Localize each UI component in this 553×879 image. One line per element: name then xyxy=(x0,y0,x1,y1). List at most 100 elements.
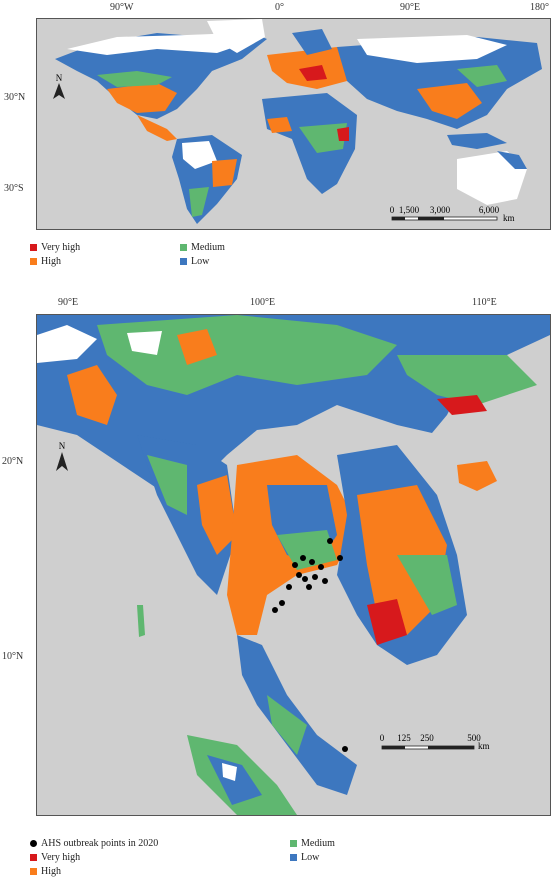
high-label: High xyxy=(41,256,61,267)
asia-medium xyxy=(457,65,507,87)
outbreak-point xyxy=(292,562,298,568)
world-legend-low: Low xyxy=(180,256,209,267)
medium-label: Medium xyxy=(301,838,335,849)
outbreak-point xyxy=(318,564,324,570)
africa-veryhigh xyxy=(337,127,349,141)
low-label: Low xyxy=(301,852,320,863)
world-scale-0: 0 xyxy=(390,205,395,215)
africa-high xyxy=(267,117,292,133)
se-asia-islands xyxy=(447,133,507,149)
usa-high xyxy=(107,83,177,113)
myanmar-high xyxy=(197,475,237,555)
world-scale-3000: 3,000 xyxy=(430,205,451,215)
north-high-patch xyxy=(177,329,217,365)
world-scale-6000: 6,000 xyxy=(479,205,500,215)
world-north-label: N xyxy=(56,73,63,83)
world-legend-high: High xyxy=(30,256,61,267)
world-legend-very-high: Very high xyxy=(30,242,80,253)
world-map-canvas: N 0 1,500 3,000 6,000 km xyxy=(53,19,542,224)
high-label: High xyxy=(41,866,61,877)
hainan xyxy=(457,461,497,491)
world-risk-map: N 0 1,500 3,000 6,000 km xyxy=(36,18,551,230)
europe-veryhigh xyxy=(299,65,327,81)
vietnam-north-veryhigh xyxy=(437,395,487,415)
lon-tick-90e: 90°E xyxy=(400,2,421,13)
lon-tick-180: 180° xyxy=(530,2,549,13)
region-scale-0: 0 xyxy=(380,733,385,743)
region-lon-tick-90e: 90°E xyxy=(58,297,79,308)
myanmar-medium xyxy=(147,455,187,515)
world-scale-unit: km xyxy=(503,213,515,223)
low-swatch xyxy=(180,258,187,265)
malay-peninsula xyxy=(237,635,357,795)
scandinavia xyxy=(292,29,332,55)
world-scale-bar: 0 1,500 3,000 6,000 km xyxy=(390,205,515,223)
peninsula-medium xyxy=(267,695,307,755)
region-legend-medium: Medium xyxy=(290,838,335,849)
region-scale-250: 250 xyxy=(420,733,434,743)
outbreak-point xyxy=(306,584,312,590)
lat-tick-30s: 30°S xyxy=(4,183,24,194)
white-highlands-2 xyxy=(127,331,162,355)
outbreak-point xyxy=(327,538,333,544)
region-lat-tick-10n: 10°N xyxy=(2,651,24,662)
region-north-arrow: N xyxy=(56,441,68,471)
australia-landmass xyxy=(457,151,527,205)
asia-high xyxy=(417,83,482,119)
sumatra-white xyxy=(222,763,237,781)
outbreak-point xyxy=(309,559,315,565)
andaman-islands xyxy=(137,605,145,637)
brazil-high xyxy=(212,159,237,187)
world-legend-medium: Medium xyxy=(180,242,225,253)
region-scale-bar: 0 125 250 500 km xyxy=(380,733,490,751)
lon-tick-90w: 90°W xyxy=(110,2,134,13)
outbreak-label: AHS outbreak points in 2020 xyxy=(41,838,159,849)
outbreak-point xyxy=(279,600,285,606)
australia-rim xyxy=(497,151,527,169)
asia-white xyxy=(357,35,507,63)
region-legend-very-high: Very high xyxy=(30,852,80,863)
cambodia-veryhigh xyxy=(367,599,407,645)
outbreak-marker xyxy=(30,840,37,847)
medium-swatch xyxy=(180,244,187,251)
outbreak-point xyxy=(312,574,318,580)
low-label: Low xyxy=(191,256,210,267)
central-medium xyxy=(277,530,337,570)
white-highlands xyxy=(37,325,97,363)
high-swatch xyxy=(30,258,37,265)
lat-tick-30n: 30°N xyxy=(4,92,26,103)
africa-medium xyxy=(299,123,347,153)
greenland xyxy=(207,19,265,53)
region-map-canvas: N 0 125 250 500 km xyxy=(37,315,550,815)
outbreak-point xyxy=(322,578,328,584)
high-swatch xyxy=(30,868,37,875)
north-medium xyxy=(97,315,397,395)
region-legend-high: High xyxy=(30,866,61,877)
southeast-asia-risk-map: N 0 125 250 500 km xyxy=(36,314,551,816)
region-legend-low: Low xyxy=(290,852,319,863)
very-high-swatch xyxy=(30,854,37,861)
region-scale-500: 500 xyxy=(467,733,481,743)
usa-medium xyxy=(97,71,172,87)
region-scale-unit: km xyxy=(478,741,490,751)
outbreak-point xyxy=(272,607,278,613)
north-america-white xyxy=(67,33,252,55)
outbreak-point xyxy=(302,576,308,582)
medium-label: Medium xyxy=(191,242,225,253)
argentina-medium xyxy=(189,187,209,217)
very-high-label: Very high xyxy=(41,242,81,253)
china-medium xyxy=(397,355,537,405)
very-high-label: Very high xyxy=(41,852,81,863)
outbreak-point xyxy=(342,746,348,752)
world-north-arrow: N xyxy=(53,73,65,99)
south-america-white xyxy=(182,141,217,169)
world-scale-1500: 1,500 xyxy=(399,205,420,215)
outbreak-point xyxy=(300,555,306,561)
region-scale-125: 125 xyxy=(397,733,411,743)
bangladesh-high xyxy=(67,365,117,425)
very-high-swatch xyxy=(30,244,37,251)
outbreak-point xyxy=(337,555,343,561)
medium-swatch xyxy=(290,840,297,847)
central-america xyxy=(137,115,177,141)
lon-tick-0: 0° xyxy=(275,2,284,13)
